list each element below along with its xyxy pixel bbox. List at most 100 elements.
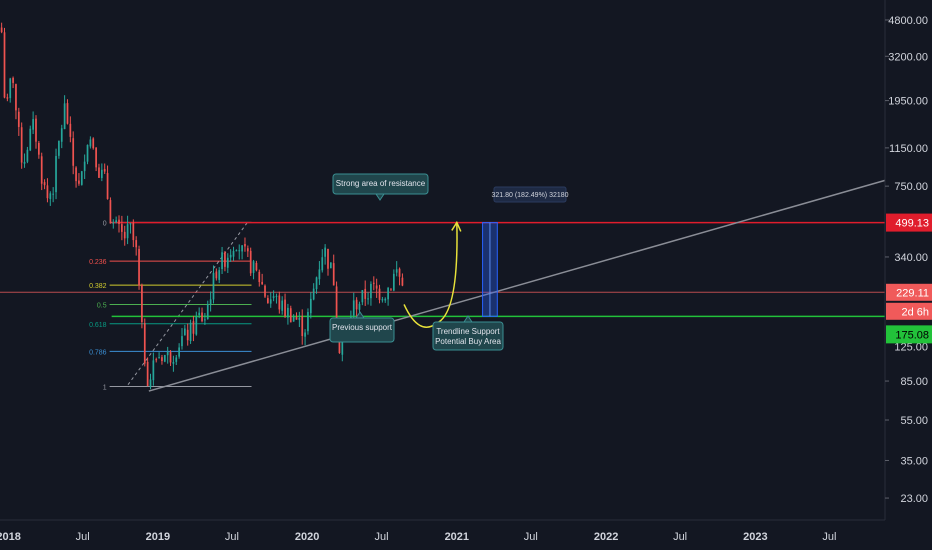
fib-level-label: 0.618: [89, 322, 107, 329]
candle-body: [387, 287, 389, 300]
candle-body: [175, 357, 178, 362]
candle-body: [309, 298, 312, 314]
candle-body: [186, 329, 189, 341]
candle-body: [115, 220, 118, 223]
candle-body: [318, 269, 321, 280]
candle-body: [375, 285, 378, 289]
measure-label[interactable]: 321.80 (182.49%) 32180: [491, 186, 569, 203]
candle-body: [55, 156, 57, 193]
measure-label-text: 321.80 (182.49%) 32180: [491, 192, 568, 199]
fib-level-label: 0.236: [89, 259, 107, 266]
candle-body: [32, 119, 34, 130]
candle-body: [212, 272, 215, 300]
fib-level-label: 1: [103, 384, 107, 391]
time-axis-tick-label: 2023: [743, 531, 767, 543]
candle-body: [29, 128, 32, 151]
candle-body: [232, 251, 235, 257]
candle-body: [192, 321, 195, 334]
price-tag-last-text: 229.11: [896, 287, 929, 299]
candle-body: [163, 355, 166, 362]
candle-body: [378, 288, 381, 300]
candle-body: [244, 244, 246, 247]
candle-body: [201, 312, 203, 322]
candle-body: [246, 248, 249, 252]
measure-label-box: [493, 186, 567, 203]
candle-body: [143, 323, 146, 364]
candle-body: [23, 161, 26, 164]
candle-body: [341, 334, 344, 355]
candle-body: [126, 224, 129, 239]
price-axis-tick-label: 1150.00: [889, 143, 928, 155]
candle-body: [204, 319, 206, 321]
price-axis-tick-label: 85.00: [900, 376, 928, 388]
callout-resistance[interactable]: Strong area of resistance: [332, 173, 429, 201]
price-tag-support-text: 175.08: [895, 329, 929, 341]
callout-previous-support[interactable]: Previous support: [329, 311, 395, 343]
candle-body: [189, 322, 192, 342]
price-tag-resistance-text: 499.13: [895, 218, 929, 230]
candle-body: [235, 250, 238, 252]
candle-body: [261, 281, 264, 285]
candle-body: [103, 169, 106, 172]
candle-body: [66, 103, 69, 124]
candle-body: [3, 32, 6, 98]
price-axis-tick-label: 35.00: [900, 455, 928, 467]
candle-body: [332, 263, 335, 286]
projection-arrowhead: [451, 220, 462, 232]
price-tag-countdown[interactable]: 2d 6h: [886, 302, 932, 320]
candle-body: [155, 359, 158, 361]
price-tag-support[interactable]: 175.08: [886, 325, 932, 344]
price-tag-resistance-bg: [886, 213, 932, 232]
candle-body: [215, 271, 218, 279]
candle-body: [372, 282, 375, 284]
candle-body: [321, 257, 324, 271]
candle-body: [275, 295, 278, 297]
candle-body: [58, 140, 60, 156]
candle-body: [15, 84, 17, 111]
candle-body: [284, 299, 286, 317]
candle-body: [298, 317, 301, 320]
candle-body: [149, 379, 152, 388]
candle-body: [272, 296, 275, 298]
time-axis-tick-label: Jul: [225, 531, 239, 543]
price-tag-support-bg: [886, 325, 932, 344]
candle-body: [9, 78, 12, 99]
time-axis-tick-label: Jul: [673, 531, 687, 543]
price-tag-last[interactable]: 229.11: [886, 283, 932, 301]
candle-body: [364, 288, 367, 299]
trendline[interactable]: [148, 179, 886, 392]
price-tag-resistance[interactable]: 499.13: [886, 213, 932, 232]
candle-body: [152, 360, 155, 381]
candle-body: [172, 361, 175, 364]
candle-body: [390, 289, 392, 291]
candle-body: [166, 351, 169, 356]
candle-body: [109, 200, 112, 224]
price-axis-tick-label: 125.00: [894, 342, 928, 354]
time-axis-tick-label: 2021: [445, 531, 469, 543]
callout-trendline-buy-area-text: Trendline Support: [436, 327, 500, 336]
candle-body: [12, 77, 14, 83]
candle-body: [370, 283, 372, 299]
candle-body: [0, 27, 3, 33]
candle-body: [401, 277, 404, 286]
candle-body: [69, 123, 72, 137]
candle-body: [35, 118, 37, 142]
price-axis-tick-label: 750.00: [894, 181, 928, 193]
candle-body: [221, 252, 223, 270]
candle-body: [138, 248, 140, 286]
candle-body: [89, 139, 92, 147]
candle-body: [295, 317, 298, 320]
price-tag-countdown-text: 2d 6h: [901, 306, 929, 318]
fib-level-label: 0.786: [89, 349, 107, 356]
callout-resistance-pointer: [375, 193, 385, 201]
time-axis-tick-label: Jul: [76, 531, 90, 543]
time-axis-tick-label: 2018: [0, 531, 21, 543]
candle-body: [112, 222, 115, 224]
candle-body: [252, 261, 255, 273]
candle-body: [75, 167, 77, 182]
price-axis-tick-label: 340.00: [894, 252, 928, 264]
candle-body: [92, 138, 95, 149]
candle-body: [229, 254, 232, 258]
